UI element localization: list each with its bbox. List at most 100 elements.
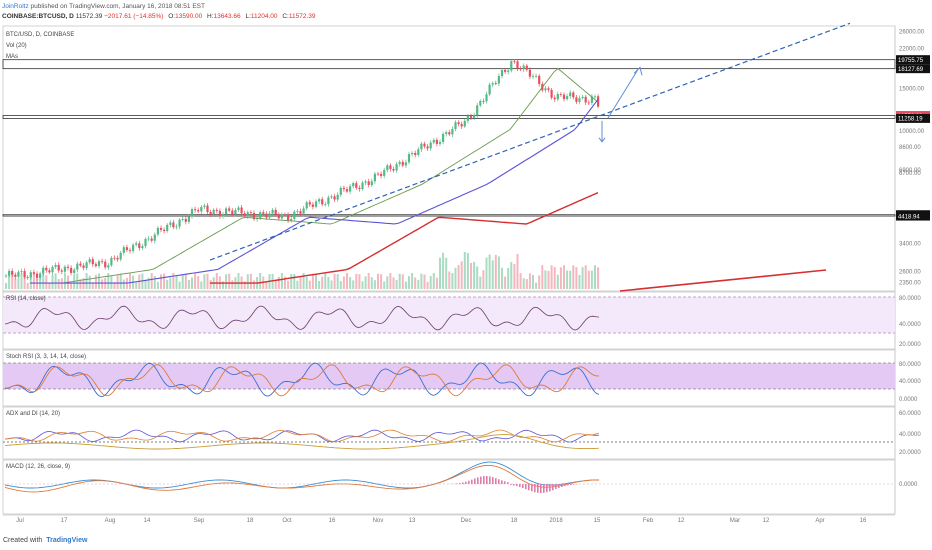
volume-bar [355, 273, 358, 289]
volume-bar [386, 276, 389, 289]
volume-bar [333, 273, 336, 289]
volume-bar [429, 275, 432, 289]
volume-bar [358, 274, 361, 289]
candle-body [575, 97, 578, 102]
candle-body [119, 252, 122, 260]
candle-body [314, 201, 318, 207]
candle-body [200, 206, 203, 212]
candle-body [488, 84, 491, 95]
candle-body [144, 238, 147, 247]
volume-bar [318, 280, 321, 289]
volume-bar [277, 276, 280, 289]
volume-bar [504, 276, 507, 289]
volume-bar [237, 273, 240, 289]
macd-histogram-bar [561, 484, 563, 487]
candle-body [476, 105, 479, 116]
candle-body [321, 199, 324, 205]
volume-bar [460, 261, 463, 289]
time-axis-label: Oct [282, 518, 292, 524]
volume-bar [259, 273, 262, 289]
macd-histogram-bar [513, 484, 515, 486]
volume-bar [578, 274, 581, 289]
volume-bar [110, 275, 113, 289]
macd-histogram-bar [549, 484, 551, 492]
candle-body [175, 226, 178, 228]
candle-body [94, 264, 97, 266]
candle-body [209, 211, 212, 215]
macd-histogram-bar [570, 484, 572, 485]
price-axis-badge-label: 18127.69 [898, 67, 924, 73]
volume-bar [550, 265, 553, 289]
price-axis-badge [896, 113, 930, 123]
candle-body [308, 202, 311, 205]
tradingview-logo[interactable]: TradingView [46, 537, 88, 544]
volume-bar [404, 281, 407, 289]
candle-body [277, 214, 280, 219]
volume-bar [398, 273, 401, 289]
candle-body [101, 261, 104, 262]
volume-bar [23, 275, 26, 289]
time-axis-label: 2018 [549, 518, 563, 524]
candle-body [82, 265, 85, 268]
volume-bar [42, 273, 45, 289]
volume-bar [466, 252, 469, 289]
candle-body [138, 243, 141, 249]
candle-body [237, 207, 240, 210]
volume-bar [597, 267, 600, 289]
candle-body [156, 227, 159, 235]
candle-body [349, 186, 352, 192]
volume-bar [556, 274, 559, 289]
volume-bar [510, 262, 513, 289]
time-axis-label: Feb [643, 518, 654, 524]
volume-bar [36, 278, 38, 289]
candle-body [383, 170, 386, 176]
volume-bar [377, 273, 379, 289]
candle-body [153, 234, 156, 241]
stoch-label: Stoch RSI (3, 3, 14, 14, close) [6, 354, 86, 360]
volume-bar [482, 270, 485, 289]
volume-bar [479, 276, 482, 289]
candle-body [181, 219, 184, 220]
author-link[interactable]: JoinRoltz [2, 3, 29, 10]
volume-bar [315, 274, 317, 289]
volume-bar [54, 273, 57, 289]
candle-body [302, 208, 305, 214]
candle-body [274, 209, 277, 215]
volume-bar [209, 280, 212, 289]
volume-bar [525, 279, 528, 289]
candle-body [243, 213, 246, 217]
candle-body [522, 65, 525, 70]
volume-bar [470, 263, 472, 289]
volume-bar [528, 273, 531, 289]
candle-body [70, 267, 73, 273]
candle-body [547, 88, 550, 90]
candle-body [420, 143, 423, 150]
pane-adx-frame [2, 406, 896, 460]
low-label: L: [245, 13, 251, 20]
volume-bar [17, 278, 20, 289]
macd-histogram-bar [462, 482, 464, 484]
candle-body [218, 210, 221, 217]
candle-body [32, 272, 35, 274]
candle-body [125, 247, 128, 251]
arrow-up-head [633, 66, 643, 76]
candle-body [569, 92, 572, 97]
volume-bar [243, 281, 246, 289]
price-axis-badge [896, 64, 930, 74]
candle-body [556, 93, 559, 100]
ma-slow-line [210, 192, 599, 284]
candle-body [538, 75, 541, 84]
candle-body [14, 274, 17, 277]
candle-body [194, 209, 197, 211]
candle-body [246, 212, 249, 217]
rsi-band [3, 297, 895, 333]
macd-histogram-bar [567, 484, 569, 486]
candle-body [299, 211, 302, 214]
volume-bar [544, 270, 547, 289]
time-axis-label: Aug [105, 518, 116, 524]
candle-body [135, 243, 138, 245]
candle-body [445, 132, 448, 134]
candle-body [395, 164, 398, 171]
candle-body [23, 271, 26, 278]
